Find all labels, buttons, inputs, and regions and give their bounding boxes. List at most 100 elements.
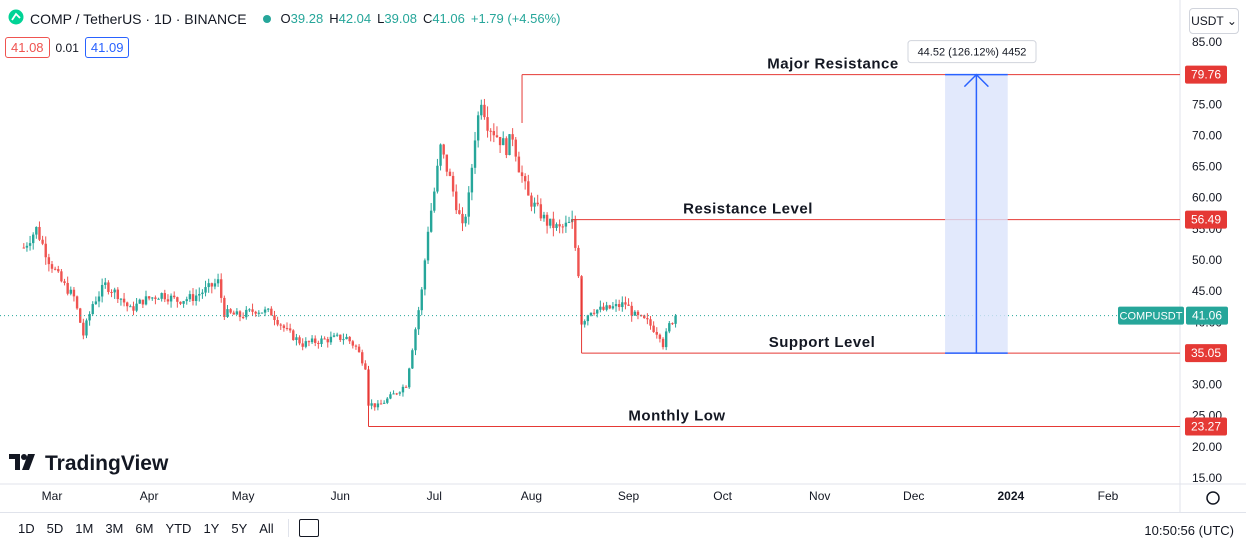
candle-body [564,222,568,227]
sell-price-button[interactable]: 41.08 [5,37,50,58]
candle [364,360,367,370]
candle [354,344,358,350]
candle-body [82,322,85,336]
spread-value: 0.01 [55,40,79,55]
last-price-label: 41.06 [1192,309,1222,323]
candle-body [53,268,57,270]
range-button-6m[interactable]: 6M [135,520,154,536]
range-button-5y[interactable]: 5Y [231,520,248,536]
candle [273,310,276,326]
candle [542,211,546,222]
candle [605,301,608,312]
candle [602,302,605,311]
range-button-ytd[interactable]: YTD [165,520,192,536]
candle-body [429,210,433,232]
range-button-1m[interactable]: 1M [75,520,94,536]
candle-body [41,239,44,244]
candle-body [22,247,25,249]
candle-body [241,317,245,319]
o-label: O [280,11,291,26]
candle-body [229,309,232,313]
x-tick-label: Dec [903,489,924,503]
candle [492,123,496,143]
candle [169,293,173,308]
symbol-title[interactable]: COMP / TetherUS · 1D · BINANCE [30,10,247,27]
candle [320,335,323,347]
candle [574,215,577,251]
candle-body [320,338,323,345]
candle-body [458,210,461,214]
candle [66,276,69,296]
candle [216,273,220,287]
symbol-badge [1118,306,1184,325]
candle [373,403,376,411]
candle-body [69,289,73,294]
candle-body [583,321,586,325]
candle [567,216,571,224]
candle-body [310,338,314,343]
candle [41,235,44,246]
candle-body [301,343,304,347]
candle [636,309,640,320]
candle-body [574,219,577,248]
currency-button[interactable]: USDT ⌄ [1189,8,1239,34]
candle-body [204,287,207,293]
candle [160,292,163,302]
range-button-all[interactable]: All [259,520,274,536]
candle-body [555,224,558,228]
level-price-badge [1185,344,1227,363]
candle [523,173,527,190]
candle [132,301,135,316]
candle [223,295,226,320]
candle-body [213,283,217,287]
candle-body [611,306,615,309]
candle-body [389,394,392,399]
range-button-1d[interactable]: 1D [18,520,35,536]
candle [376,400,380,411]
candle [549,218,552,229]
candle [495,126,499,139]
candle-body [257,312,261,314]
candle [599,300,602,313]
candle-body [473,140,477,168]
candle [439,143,442,171]
candle-body [451,175,455,192]
tradingview-logo-icon [9,452,39,476]
candle-body [636,311,640,316]
buy-price-button[interactable]: 41.09 [84,37,130,58]
calendar-goto-icon[interactable] [298,519,319,537]
level-price-label: 79.76 [1191,68,1221,82]
candle-body [100,284,104,297]
candle [586,314,590,326]
candle-body [201,292,204,295]
axis-settings-icon[interactable] [1206,491,1220,505]
range-button-3m[interactable]: 3M [105,520,124,536]
clock-readout[interactable]: 10:50:56 (UTC) [1144,523,1234,538]
candle [82,318,85,340]
candle-body [191,294,195,302]
candle-body [173,295,176,298]
candle-body [442,144,445,155]
candle-body [448,171,452,176]
candle-body [276,320,279,325]
candle [608,304,611,310]
candle [229,308,232,314]
range-button-5d[interactable]: 5D [46,520,64,536]
candle [461,207,464,232]
candle-body [60,271,63,282]
candle-body [348,336,351,342]
candle-body [91,304,94,315]
candle-body [523,176,527,182]
candle-body [404,386,408,388]
range-button-1y[interactable]: 1Y [203,520,220,536]
candle [97,291,101,308]
candle [420,287,423,316]
candle [288,323,292,333]
candle [533,197,536,214]
candle [323,336,326,340]
candle [630,301,633,322]
candle-body [549,218,552,226]
candle [113,287,116,299]
candle [248,308,251,313]
candle-body [144,296,148,305]
